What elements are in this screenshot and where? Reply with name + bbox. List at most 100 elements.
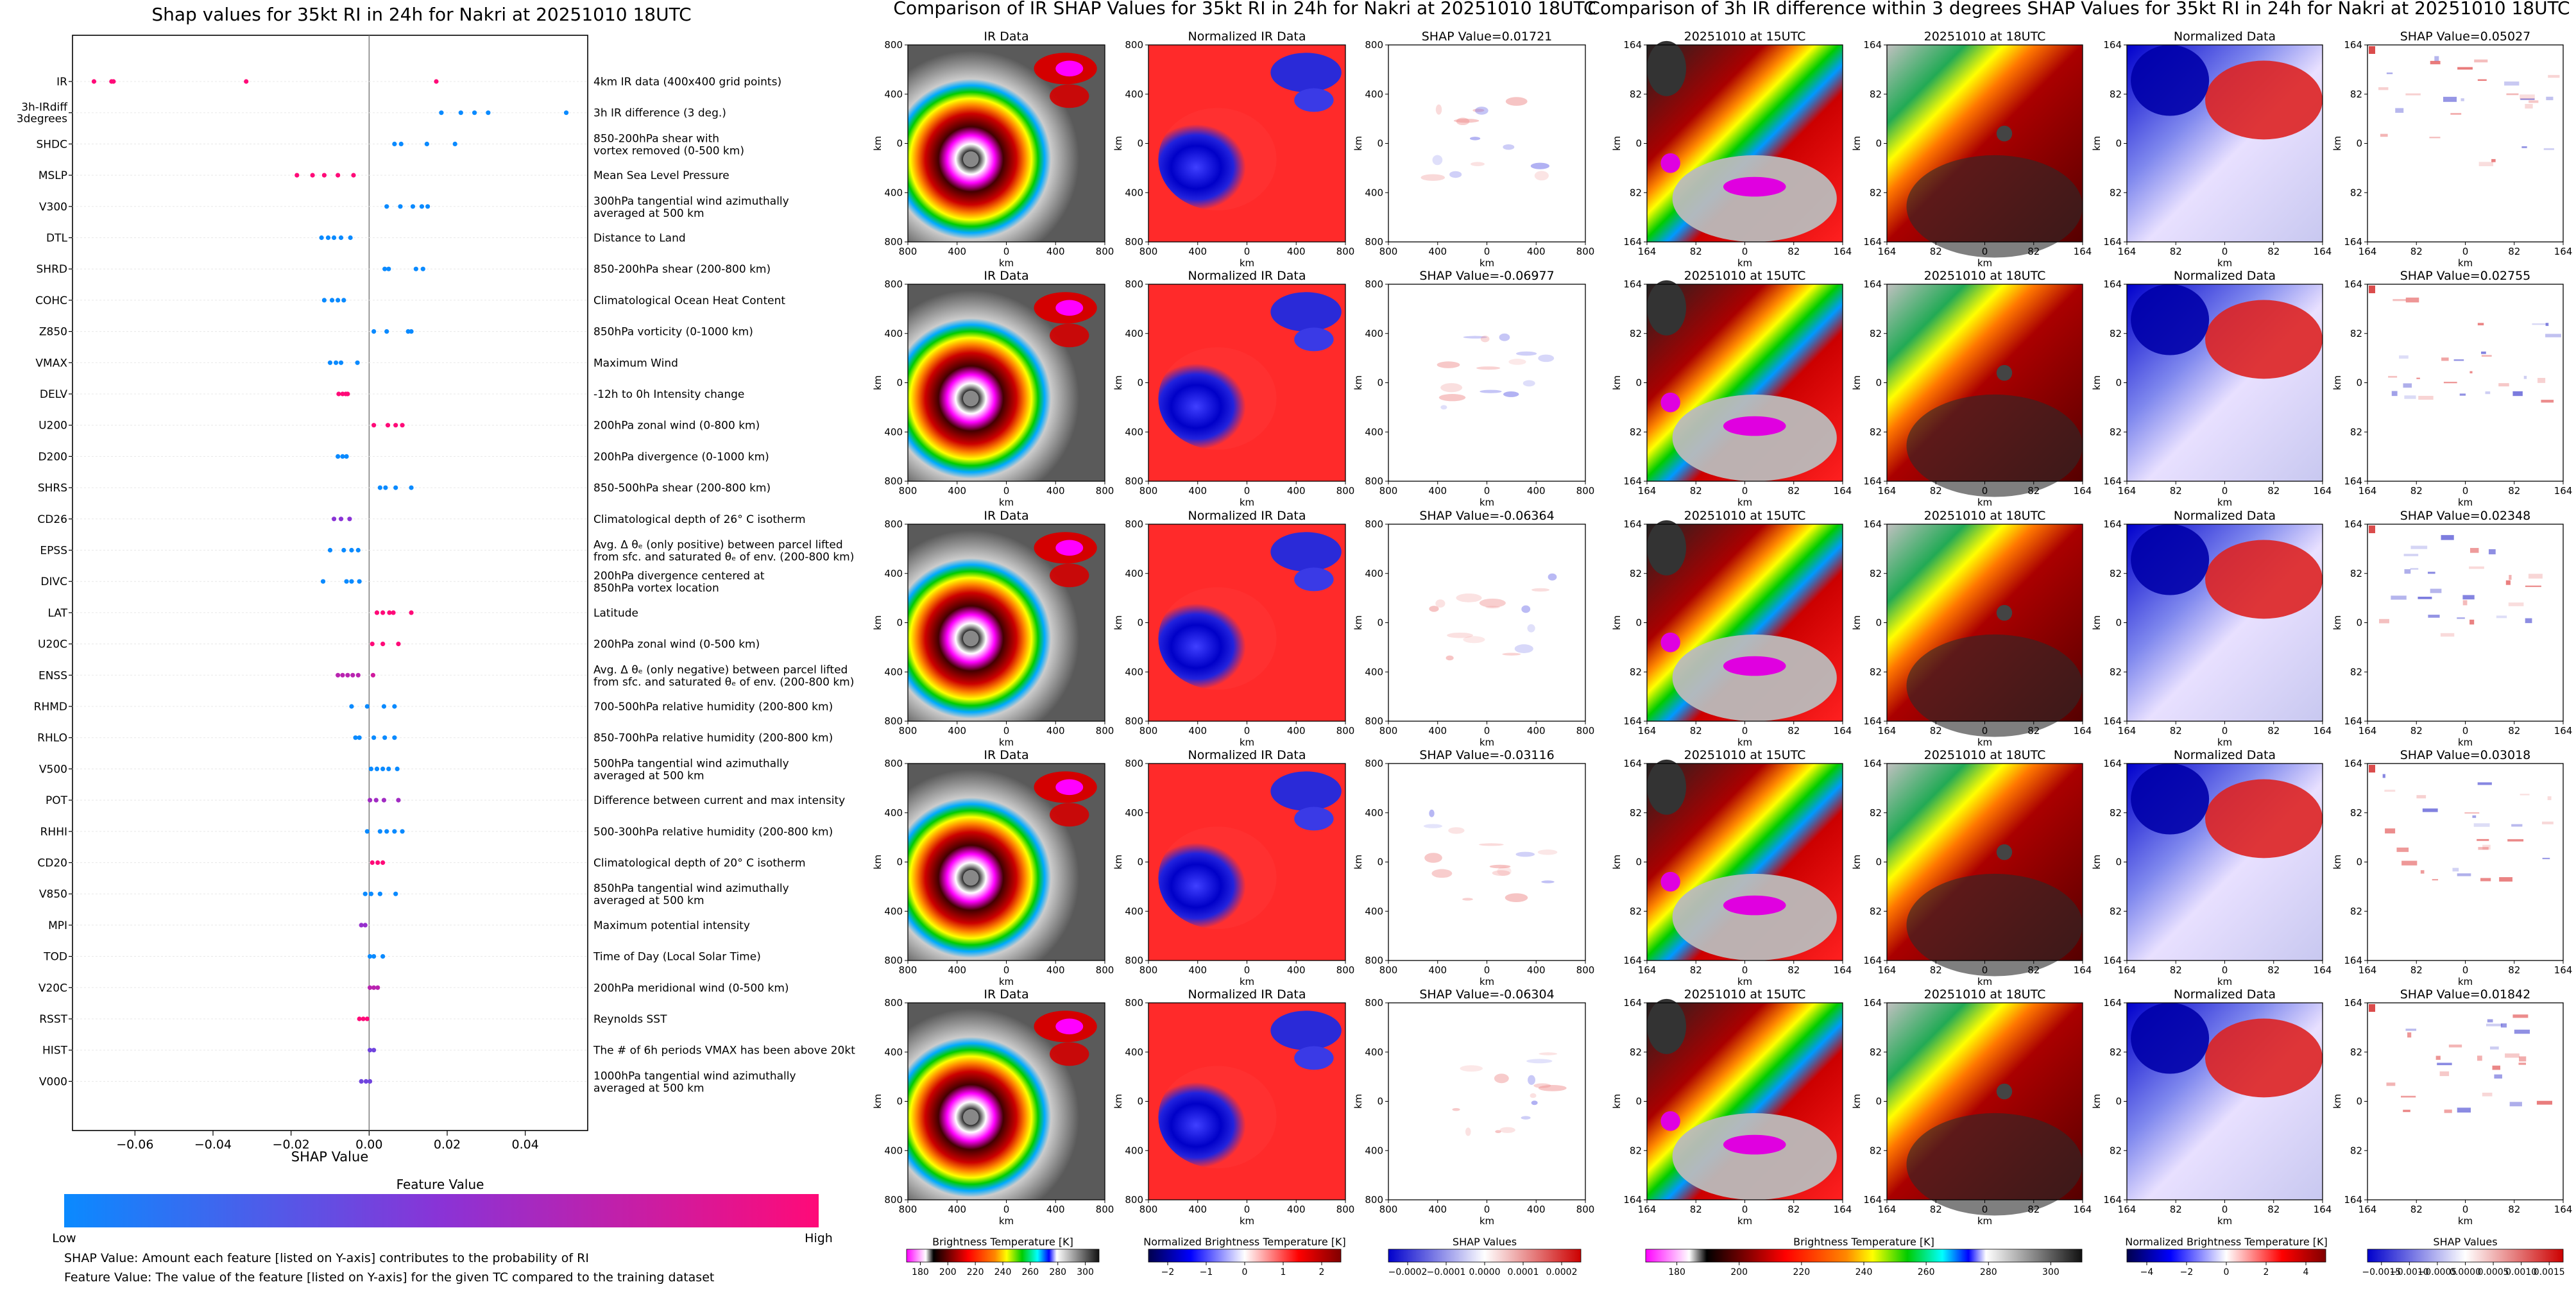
- shap-blob: [2457, 617, 2465, 619]
- feature-name: RHHI: [40, 826, 67, 839]
- y-tick-label: 0: [896, 617, 903, 629]
- y-tick-label: 800: [884, 758, 903, 769]
- shap-blob: [1521, 605, 1531, 613]
- shap-point: [398, 141, 404, 146]
- x-tick-label: 800: [1576, 485, 1595, 497]
- y-tick-label: 800: [884, 278, 903, 290]
- x-tick-label: 0.04: [512, 1138, 539, 1152]
- x-tick-label: 400: [948, 725, 966, 737]
- shap-blob: [2482, 844, 2491, 850]
- shap-blob: [2439, 1071, 2450, 1077]
- colorbar: Brightness Temperature [K] 180 200 220 240 26…: [1645, 1236, 2083, 1277]
- x-tick-label: 800: [1379, 246, 1398, 257]
- shap-point: [419, 204, 425, 209]
- shap-blob: [2491, 158, 2496, 162]
- x-tick-label: 82: [2267, 485, 2280, 497]
- y-tick-label: 82: [2110, 1145, 2122, 1156]
- x-tick-label: −0.02: [273, 1138, 310, 1152]
- y-tick-label: 800: [1125, 518, 1143, 530]
- x-tick-label: 82: [2410, 485, 2423, 497]
- shap-blob: [2469, 566, 2484, 569]
- feature-row: RSST Reynolds SST: [39, 1013, 667, 1026]
- feature-description: Maximum Wind: [593, 357, 678, 370]
- colorbar-bar: [2367, 1249, 2564, 1263]
- colorbar-tick-label: −0.0015: [2362, 1267, 2401, 1277]
- normalized-cloud-band: [1294, 1046, 1334, 1070]
- x-tick-label: 0: [1742, 246, 1748, 257]
- panel-title: Normalized IR Data: [1188, 269, 1306, 283]
- x-tick-label: 800: [1096, 246, 1114, 257]
- y-tick-label: 400: [1125, 328, 1143, 339]
- y-tick-label: 0: [2115, 617, 2122, 629]
- shap-point: [371, 329, 377, 334]
- x-axis-label: km: [2217, 257, 2232, 269]
- shap-blob: [2444, 1109, 2452, 1113]
- x-axis-label: km: [2217, 976, 2232, 987]
- shap-blob: [1431, 869, 1453, 878]
- shap-blob: [2369, 286, 2375, 293]
- y-tick-label: 400: [1365, 568, 1383, 579]
- panel-title: IR Data: [984, 748, 1028, 762]
- panel-title: Normalized Data: [2174, 269, 2276, 283]
- x-tick-label: 164: [2358, 485, 2377, 497]
- y-tick-label: 800: [884, 475, 903, 487]
- y-axis-label: km: [1851, 615, 1863, 630]
- y-tick-label: 800: [1125, 758, 1143, 769]
- y-tick-label: 400: [1365, 905, 1383, 917]
- y-tick-label: 82: [2350, 905, 2362, 917]
- shap-point: [409, 610, 414, 615]
- shap-blob: [2481, 351, 2486, 354]
- eye-region: [1647, 280, 1686, 336]
- y-tick-label: 82: [1630, 426, 1642, 438]
- shap-point: [452, 141, 457, 146]
- colorbar-label: Normalized Brightness Temperature [K]: [1143, 1236, 1346, 1248]
- normalized-cloud-band: [1270, 771, 1342, 811]
- shap-blob: [1505, 893, 1528, 902]
- shap-point: [327, 547, 333, 553]
- shap-blob: [2541, 821, 2554, 824]
- x-axis-label: km: [1240, 976, 1254, 987]
- y-tick-label: 400: [1365, 807, 1383, 819]
- feature-row: COHC Climatological Ocean Heat Content: [35, 295, 785, 307]
- x-tick-label: 82: [1690, 485, 1702, 497]
- x-tick-label: 400: [1527, 485, 1546, 497]
- shap-blob: [2462, 595, 2475, 600]
- feature-row: D200 200hPa divergence (0-1000 km): [38, 450, 769, 463]
- x-tick-label: 400: [1287, 485, 1306, 497]
- x-axis-label: km: [1480, 257, 1494, 269]
- shap-blob: [2396, 847, 2409, 852]
- y-tick-label: 164: [2103, 1194, 2122, 1206]
- y-tick-label: 0: [896, 1096, 903, 1107]
- shap-blob: [2523, 375, 2527, 379]
- x-tick-label: 164: [1638, 725, 1657, 737]
- y-tick-label: 164: [1863, 997, 1882, 1009]
- x-tick-label: 82: [2267, 1204, 2280, 1215]
- x-axis-label: km: [1480, 497, 1494, 508]
- x-axis-label: km: [1737, 257, 1752, 269]
- shap-point: [439, 110, 444, 115]
- shap-point: [392, 141, 397, 146]
- shap-blob: [2401, 860, 2418, 866]
- y-tick-label: 164: [1623, 997, 1642, 1009]
- feature-row: DIVC 200hPa divergence centered at 850hPa …: [40, 570, 764, 595]
- y-tick-label: 800: [1125, 715, 1143, 727]
- x-axis-label: km: [1737, 497, 1752, 508]
- x-tick-label: 164: [2554, 246, 2573, 257]
- shap-blob: [1538, 1084, 1567, 1091]
- shap-point: [336, 173, 341, 178]
- feature-row: CD26 Climatological depth of 26° C isothe…: [37, 513, 805, 526]
- x-tick-label: 164: [2074, 485, 2092, 497]
- normalized-cloud-band: [1294, 88, 1334, 112]
- y-tick-label: 164: [1863, 278, 1882, 290]
- shap-blob: [2525, 585, 2541, 587]
- colorbar-tick-label: 180: [1668, 1267, 1685, 1277]
- colorbar-tick-label: 280: [1980, 1267, 1997, 1277]
- x-axis-label: km: [2458, 497, 2473, 508]
- panel-title: SHAP Value=0.01842: [2400, 987, 2531, 1002]
- y-tick-label: 0: [1635, 1096, 1642, 1107]
- y-tick-label: 0: [1377, 377, 1383, 389]
